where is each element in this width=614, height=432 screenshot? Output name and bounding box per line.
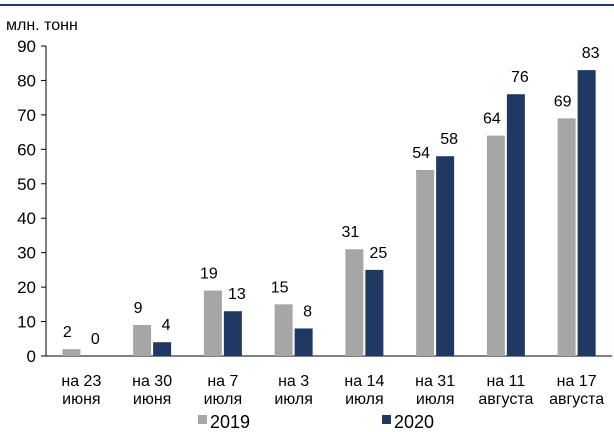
x-tick-label: на 17 <box>557 373 597 390</box>
data-label-2020: 58 <box>440 131 458 148</box>
y-tick-label: 70 <box>17 106 36 125</box>
bar-2019 <box>345 249 364 356</box>
x-tick-label: на 23 <box>61 373 101 390</box>
data-label-2019: 9 <box>134 300 143 317</box>
x-tick-label: июля <box>345 391 384 408</box>
x-tick-label: на 31 <box>415 373 455 390</box>
legend-label-2019: 2019 <box>210 412 250 432</box>
bar-2019 <box>133 325 152 356</box>
bar-2020 <box>223 311 242 356</box>
data-label-2019: 2 <box>63 324 72 341</box>
x-tick-label: на 11 <box>486 373 525 390</box>
x-tick-label: июня <box>133 391 171 408</box>
bar-2020 <box>577 70 596 356</box>
data-label-2019: 31 <box>341 224 359 241</box>
legend-swatch-2020 <box>382 415 391 424</box>
y-tick-label: 80 <box>17 71 36 90</box>
y-tick-label: 50 <box>17 175 36 194</box>
bar-2019 <box>416 170 435 356</box>
y-tick-label: 0 <box>27 347 36 366</box>
bar-2019 <box>557 118 576 356</box>
data-label-2019: 64 <box>483 111 501 128</box>
data-label-2020: 25 <box>369 245 387 262</box>
category-group: 69 83 <box>554 45 600 356</box>
data-label-2020: 83 <box>582 45 600 62</box>
bar-2020 <box>294 328 313 356</box>
x-tick-label: на 7 <box>207 373 238 390</box>
x-tick-label: июля <box>274 391 313 408</box>
x-tick-label: августа <box>549 391 604 408</box>
data-label-2020: 13 <box>228 286 246 303</box>
legend-swatch-2019 <box>198 415 207 424</box>
data-label-2020: 4 <box>162 317 171 334</box>
y-axis-unit-label: млн. тонн <box>6 17 78 34</box>
x-tick-label: на 14 <box>344 373 384 390</box>
category-group: 54 58 <box>412 131 458 356</box>
bar-2019 <box>62 349 81 356</box>
bar-2019 <box>274 304 293 356</box>
bar-2020 <box>436 156 455 356</box>
x-tick-label: на 30 <box>132 373 172 390</box>
category-group: 94 <box>133 300 172 356</box>
data-label-2020: 0 <box>91 331 100 348</box>
bar-2019 <box>203 290 222 356</box>
bar-2020 <box>365 269 384 356</box>
y-tick-label: 20 <box>17 278 36 297</box>
legend-label-2020: 2020 <box>394 412 434 432</box>
bar-2020 <box>153 342 172 356</box>
y-tick-label: 30 <box>17 244 36 263</box>
x-tick-label: июня <box>62 391 100 408</box>
x-tick-label: июля <box>416 391 455 408</box>
y-tick-label: 60 <box>17 140 36 159</box>
data-label-2019: 54 <box>412 145 430 162</box>
x-tick-label: июля <box>204 391 243 408</box>
category-group: 64 76 <box>483 69 529 356</box>
data-label-2019: 15 <box>271 279 289 296</box>
category-group: 15 8 <box>271 279 313 356</box>
data-label-2020: 8 <box>303 303 312 320</box>
legend: 2019 2020 <box>198 412 434 432</box>
y-tick-label: 10 <box>17 313 36 332</box>
category-group: 31 25 <box>341 224 387 356</box>
data-label-2020: 76 <box>511 69 529 86</box>
y-tick-label: 90 <box>17 37 36 56</box>
data-label-2019: 69 <box>554 93 572 110</box>
data-label-2019: 19 <box>200 266 218 283</box>
x-tick-label: августа <box>478 391 533 408</box>
y-tick-label: 40 <box>17 209 36 228</box>
bar-2019 <box>486 135 505 356</box>
bar-2020 <box>506 94 525 356</box>
x-tick-label: на 3 <box>278 373 309 390</box>
